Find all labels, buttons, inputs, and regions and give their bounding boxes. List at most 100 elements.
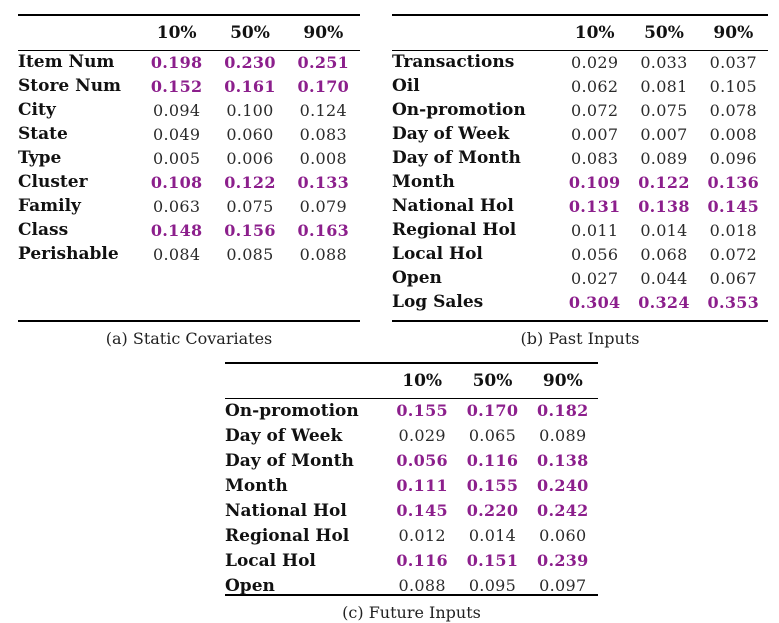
- static-covariates-table: 10% 50% 90% Item Num 0.198 0.230 0.251 Store Nu…: [18, 14, 360, 322]
- row-label: Transactions: [392, 52, 515, 73]
- value-cell: 0.136: [707, 172, 760, 192]
- value-cell: 0.122: [638, 172, 690, 192]
- row-label: Family: [18, 196, 81, 216]
- table-row: On-promotion 0.072 0.075 0.078: [392, 98, 768, 122]
- value-cell: 0.008: [299, 148, 347, 168]
- value-cell: 0.014: [468, 526, 517, 545]
- table-row: Class 0.148 0.156 0.163: [18, 218, 360, 242]
- row-label: Local Hol: [392, 244, 483, 264]
- quantile-header: 90%: [527, 364, 598, 399]
- table-row: Local Hol 0.116 0.151 0.239: [225, 548, 598, 573]
- table-row: Local Hol 0.056 0.068 0.072: [392, 242, 768, 266]
- value-cell: 0.083: [571, 148, 619, 168]
- value-cell: 0.198: [150, 52, 203, 72]
- row-label: Day of Week: [392, 124, 510, 144]
- value-cell: 0.063: [153, 196, 201, 216]
- value-cell: 0.161: [224, 76, 276, 96]
- table-a-static-covariates: 10% 50% 90% Item Num 0.198 0.230 0.251 Store Nu…: [18, 14, 360, 348]
- value-cell: 0.240: [537, 476, 589, 495]
- value-cell: 0.170: [297, 76, 350, 96]
- quantile-table: 10% 50% 90% Item Num 0.198 0.230 0.251 Store Nu…: [18, 16, 360, 266]
- value-cell: 0.018: [709, 220, 757, 240]
- table-row: Open 0.027 0.044 0.067: [392, 266, 768, 290]
- header-row: 10% 50% 90%: [18, 16, 360, 51]
- table-row: Regional Hol 0.012 0.014 0.060: [225, 523, 598, 548]
- value-cell: 0.353: [707, 292, 760, 312]
- row-label: Store Num: [18, 76, 122, 96]
- quantile-header: 90%: [698, 16, 768, 51]
- row-label: Class: [18, 220, 69, 240]
- table-row: Day of Month 0.083 0.089 0.096: [392, 146, 768, 170]
- value-cell: 0.148: [150, 220, 203, 240]
- row-label: City: [18, 100, 56, 120]
- value-cell: 0.088: [299, 244, 347, 264]
- value-cell: 0.056: [396, 451, 448, 470]
- quantile-table: 10% 50% 90% Transactions 0.029 0.033 0.037 Oil 0…: [392, 16, 768, 314]
- table-row: City 0.094 0.100 0.124: [18, 98, 360, 122]
- value-cell: 0.078: [709, 100, 757, 120]
- table-row: Oil 0.062 0.081 0.105: [392, 74, 768, 98]
- table-a-caption: (a) Static Covariates: [105, 329, 273, 348]
- value-cell: 0.068: [640, 244, 688, 264]
- value-cell: 0.131: [568, 196, 621, 216]
- value-cell: 0.220: [466, 501, 519, 520]
- value-cell: 0.037: [709, 52, 757, 72]
- quantile-table: 10% 50% 90% On-promotion 0.155 0.170 0.182 Day …: [225, 364, 598, 598]
- value-cell: 0.239: [537, 551, 589, 570]
- value-cell: 0.095: [468, 576, 517, 595]
- value-cell: 0.145: [707, 196, 760, 216]
- table-row: Open 0.088 0.095 0.097: [225, 573, 598, 598]
- row-label: Local Hol: [225, 550, 316, 571]
- value-cell: 0.122: [224, 172, 276, 192]
- value-cell: 0.324: [638, 292, 690, 312]
- value-cell: 0.089: [640, 148, 688, 168]
- row-label: Oil: [392, 76, 420, 96]
- table-row: Item Num 0.198 0.230 0.251: [18, 50, 360, 74]
- row-label: Month: [392, 172, 455, 192]
- row-label: Day of Month: [392, 148, 521, 168]
- row-label: Regional Hol: [392, 220, 517, 240]
- table-b-caption: (b) Past Inputs: [520, 329, 640, 348]
- value-cell: 0.108: [150, 172, 203, 192]
- quantile-header: 10%: [140, 16, 214, 51]
- header-blank-cell: [392, 16, 560, 51]
- value-cell: 0.084: [153, 244, 201, 264]
- row-label: On-promotion: [225, 400, 359, 421]
- row-label: Day of Month: [225, 450, 354, 471]
- table-row: Perishable 0.084 0.085 0.088: [18, 242, 360, 266]
- table-row: Transactions 0.029 0.033 0.037: [392, 50, 768, 74]
- value-cell: 0.075: [640, 100, 688, 120]
- quantile-header: 50%: [457, 364, 528, 399]
- table-row: Day of Week 0.007 0.007 0.008: [392, 122, 768, 146]
- row-label: Day of Week: [225, 425, 343, 446]
- row-label: Item Num: [18, 52, 115, 73]
- value-cell: 0.081: [640, 76, 688, 96]
- value-cell: 0.027: [571, 268, 619, 288]
- row-label: National Hol: [392, 196, 514, 216]
- value-cell: 0.138: [638, 196, 690, 216]
- value-cell: 0.079: [299, 196, 347, 216]
- value-cell: 0.145: [396, 501, 448, 520]
- value-cell: 0.067: [709, 268, 757, 288]
- value-cell: 0.007: [571, 124, 619, 144]
- value-cell: 0.124: [299, 100, 347, 120]
- table-row: Regional Hol 0.011 0.014 0.018: [392, 218, 768, 242]
- quantile-header: 50%: [629, 16, 699, 51]
- table-row: Day of Month 0.056 0.116 0.138: [225, 448, 598, 473]
- value-cell: 0.075: [226, 196, 274, 216]
- value-cell: 0.014: [640, 220, 688, 240]
- value-cell: 0.105: [709, 76, 757, 96]
- value-cell: 0.011: [571, 220, 619, 240]
- value-cell: 0.008: [709, 124, 757, 144]
- value-cell: 0.100: [226, 100, 274, 120]
- value-cell: 0.060: [539, 526, 587, 545]
- row-label: Regional Hol: [225, 525, 350, 546]
- value-cell: 0.096: [709, 148, 757, 168]
- past-inputs-table: 10% 50% 90% Transactions 0.029 0.033 0.037 Oil 0…: [392, 14, 768, 322]
- value-cell: 0.251: [297, 52, 350, 72]
- value-cell: 0.304: [568, 292, 621, 312]
- row-label: Month: [225, 475, 288, 496]
- value-cell: 0.060: [226, 124, 274, 144]
- value-cell: 0.085: [226, 244, 274, 264]
